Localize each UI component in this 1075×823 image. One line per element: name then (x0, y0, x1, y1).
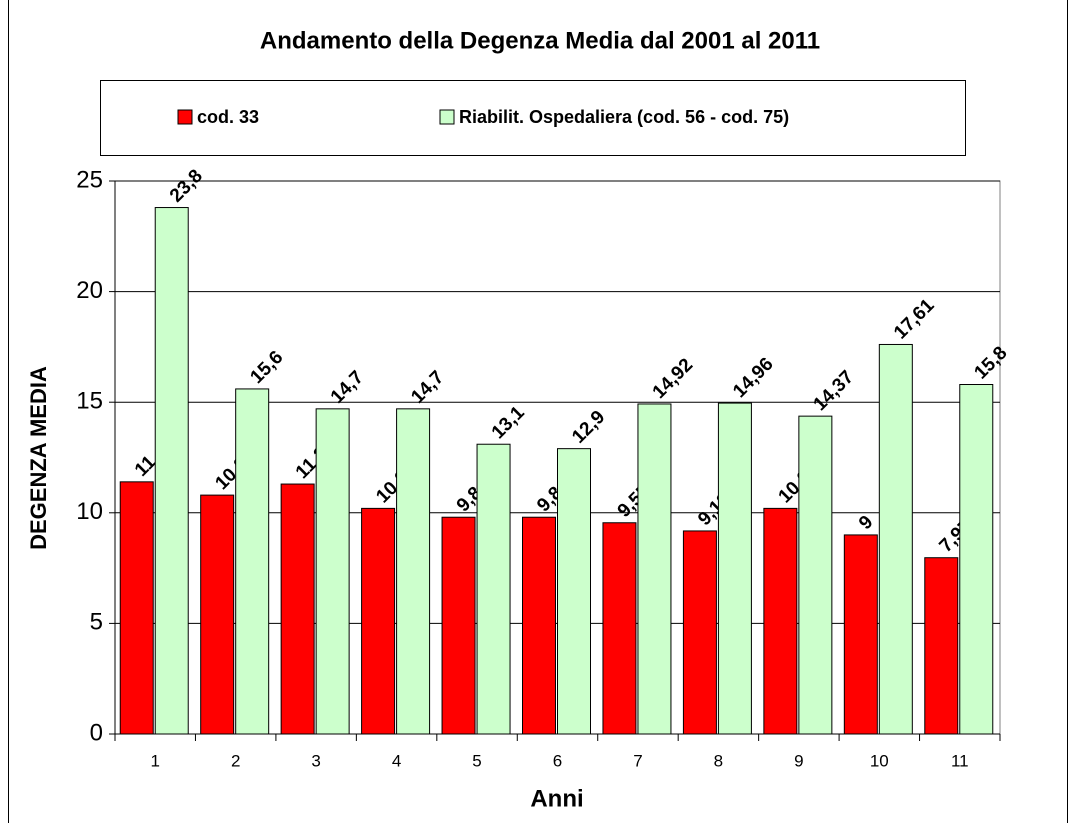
legend-label: Riabilit. Ospedaliera (cod. 56 - cod. 75… (459, 107, 789, 127)
bar (119, 481, 154, 735)
bar (396, 408, 431, 735)
x-tick-label: 8 (714, 751, 723, 770)
bar (522, 516, 556, 735)
x-tick-label: 11 (951, 751, 969, 770)
bar (878, 343, 913, 735)
bar (476, 443, 511, 735)
x-tick-label: 9 (794, 751, 803, 770)
y-tick-label: 10 (76, 498, 103, 525)
x-tick-label: 1 (150, 751, 159, 770)
legend-swatch (177, 109, 193, 125)
y-axis-title: DEGENZA MEDIA (26, 366, 51, 550)
bar (280, 483, 315, 735)
bar (602, 522, 637, 735)
bar (959, 384, 994, 735)
bar (843, 534, 878, 735)
y-tick-label: 25 (76, 166, 103, 193)
bar (441, 516, 476, 735)
bar (798, 415, 833, 735)
legend-box (100, 80, 966, 156)
y-tick-label: 0 (90, 719, 103, 746)
bar (637, 403, 672, 735)
bar (557, 448, 591, 735)
bar (763, 507, 798, 735)
x-axis-title: Anni (530, 785, 583, 812)
x-tick-label: 10 (870, 751, 889, 770)
x-tick-label: 6 (553, 751, 562, 770)
x-tick-label: 3 (311, 751, 320, 770)
x-tick-label: 5 (472, 751, 481, 770)
bar (200, 494, 235, 735)
y-tick-label: 5 (90, 609, 103, 636)
y-tick-label: 20 (76, 277, 103, 304)
legend-label: cod. 33 (197, 107, 259, 127)
x-tick-label: 4 (392, 751, 401, 770)
bar (717, 402, 752, 735)
bar (315, 408, 350, 735)
bar (361, 507, 396, 735)
bar (235, 388, 270, 735)
x-tick-label: 2 (231, 751, 240, 770)
chart-title: Andamento della Degenza Media dal 2001 a… (260, 27, 820, 54)
bar (154, 207, 189, 735)
bar (924, 557, 959, 735)
y-tick-label: 15 (76, 388, 103, 415)
x-tick-label: 7 (633, 751, 642, 770)
legend-swatch (439, 109, 455, 125)
bar (682, 530, 717, 735)
